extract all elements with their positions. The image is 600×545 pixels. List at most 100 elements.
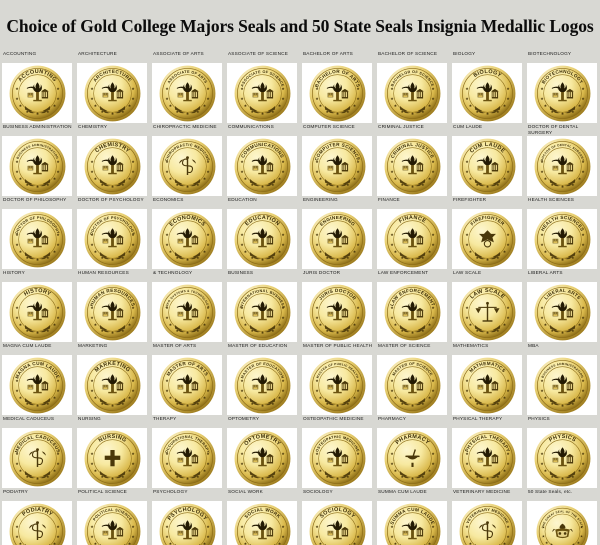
seal-tile[interactable]: SOCIOLOGY ★★★★★★★★★ bbox=[302, 501, 372, 545]
seal-tile[interactable]: HEALTH SCIENCES ★ ★ ★ ★ ★ ★ ★ ★ ★ bbox=[527, 209, 597, 270]
seal-tile[interactable]: MARKETING ★ ★ ★ ★ ★ ★ ★ ★ ★ bbox=[77, 355, 147, 416]
seal-tile[interactable]: BIOTECHNOLOGY ★ ★ ★ ★ ★ ★ ★ ★ ★ bbox=[527, 63, 597, 124]
seal-tile[interactable]: ENGINEERING ★ ★ ★ ★ ★ ★ ★ ★ ★ bbox=[302, 209, 372, 270]
seal-tile[interactable]: EDUCATION ★ ★ ★ ★ ★ ★ ★ ★ ★ bbox=[227, 209, 297, 270]
seal-cell[interactable]: MATHEMATICS MATHEMATICS ★ ★ ★ ★ ★ ★ ★ ★ ★ bbox=[450, 343, 525, 416]
seal-cell[interactable]: ACCOUNTING ACCOUNTING ★ ★ ★ ★ ★ ★ ★ ★ ★ bbox=[0, 51, 75, 124]
seal-tile[interactable]: OCCUPATIONAL THERAPY ★ ★ ★ ★ ★ ★ ★ ★ ★ bbox=[152, 428, 222, 489]
seal-cell[interactable]: DOCTOR OF DENTAL SURGERY DOCTOR OF DENTA… bbox=[525, 124, 600, 197]
seal-tile[interactable]: ASSOCIATE OF ARTS ★ ★ ★ ★ ★ ★ ★ ★ ★ bbox=[152, 63, 222, 124]
seal-tile[interactable]: CRIMINAL JUSTICE ★ ★ ★ ★ ★ ★ ★ ★ ★ bbox=[377, 136, 447, 197]
seal-cell[interactable]: BIOTECHNOLOGY BIOTECHNOLOGY ★ ★ ★ ★ ★ ★ ★ ★ ★ bbox=[525, 51, 600, 124]
seal-tile[interactable]: MASTER OF SCIENCE ★ ★ ★ ★ ★ ★ ★ ★ ★ bbox=[377, 355, 447, 416]
seal-cell[interactable]: BUSINESS INTERNATIONAL BUSINESS ★ ★ ★ ★ ★ ★ ★ ★… bbox=[225, 270, 300, 343]
seal-tile[interactable]: MASTER OF EDUCATION ★ ★ ★ ★ ★ ★ ★ ★ ★ bbox=[227, 355, 297, 416]
seal-tile[interactable]: DOCTOR OF PSYCHOLOGY ★ ★ ★ ★ ★ ★ ★ ★ ★ bbox=[77, 209, 147, 270]
seal-tile[interactable]: BUSINESS ADMINISTRATION ★ ★ ★ ★ ★ ★ ★ ★ ★ bbox=[527, 355, 597, 416]
seal-tile[interactable]: HISTORY ★ ★ ★ ★ ★ ★ ★ ★ ★ bbox=[2, 282, 72, 343]
seal-tile[interactable]: OSTEOPATHIC MEDICINE ★ ★ ★ ★ ★ ★ ★ ★ ★ bbox=[302, 428, 372, 489]
seal-cell[interactable]: SOCIAL WORK SOCIAL WORK ★★★★★★★★★ bbox=[225, 489, 300, 545]
seal-tile[interactable]: SUMMA CUM LAUDE ★★★★★★★★★ bbox=[377, 501, 447, 545]
seal-cell[interactable]: ENGINEERING ENGINEERING ★ ★ ★ ★ ★ ★ ★ ★ ★ bbox=[300, 197, 375, 270]
seal-tile[interactable]: MEDICAL CADUCEUS ★ ★ ★ ★ ★ ★ ★ ★ ★ bbox=[2, 428, 72, 489]
seal-cell[interactable]: OPTOMETRY OPTOMETRY ★ ★ ★ ★ ★ ★ ★ ★ ★ bbox=[225, 416, 300, 489]
seal-cell[interactable]: SUMMA CUM LAUDE SUMMA CUM LAUDE ★★★★★★★★… bbox=[375, 489, 450, 545]
seal-cell[interactable]: DOCTOR OF PHILOSOPHY DOCTOR OF PHILOSOPH… bbox=[0, 197, 75, 270]
seal-tile[interactable]: LAW ENFORCEMENT ★ ★ ★ ★ ★ ★ ★ ★ ★ bbox=[377, 282, 447, 343]
seal-cell[interactable]: HISTORY HISTORY ★ ★ ★ ★ ★ ★ ★ ★ ★ bbox=[0, 270, 75, 343]
seal-cell[interactable]: CHEMISTRY CHEMISTRY ★ ★ ★ ★ ★ ★ ★ ★ ★ bbox=[75, 124, 150, 197]
seal-cell[interactable]: FIREFIGHTER FIREFIGHTER ★ ★ ★ ★ ★ ★ ★ ★ ★ bbox=[450, 197, 525, 270]
seal-tile[interactable]: ECONOMICS ★ ★ ★ ★ ★ ★ ★ ★ ★ bbox=[152, 209, 222, 270]
seal-tile[interactable]: HUMAN RESOURCES ★ ★ ★ ★ ★ ★ ★ ★ ★ bbox=[77, 282, 147, 343]
seal-cell[interactable]: MEDICAL CADUCEUS MEDICAL CADUCEUS ★ ★ ★ ★ ★ ★… bbox=[0, 416, 75, 489]
seal-cell[interactable]: HEALTH SCIENCES HEALTH SCIENCES ★ ★ ★ ★ ★ ★ ★ ★… bbox=[525, 197, 600, 270]
seal-cell[interactable]: ARCHITECTURE ARCHITECTURE ★ ★ ★ ★ ★ ★ ★ ★ ★ bbox=[75, 51, 150, 124]
seal-tile[interactable]: INTERNATIONAL BUSINESS ★ ★ ★ ★ ★ ★ ★ ★ ★ bbox=[227, 282, 297, 343]
seal-cell[interactable]: BIOLOGY BIOLOGY ★ ★ ★ ★ ★ ★ ★ ★ ★ bbox=[450, 51, 525, 124]
seal-tile[interactable]: MAGNA CUM LAUDE ★ ★ ★ ★ ★ ★ ★ ★ ★ bbox=[2, 355, 72, 416]
seal-tile[interactable]: LIBERAL ARTS ★ ★ ★ ★ ★ ★ ★ ★ ★ bbox=[527, 282, 597, 343]
seal-cell[interactable]: BACHELOR OF ARTS BACHELOR OF ARTS ★ ★ ★ ★ ★ ★… bbox=[300, 51, 375, 124]
seal-cell[interactable]: FINANCE FINANCE ★ ★ ★ ★ ★ ★ ★ ★ ★ bbox=[375, 197, 450, 270]
seal-tile[interactable]: ARCHITECTURE ★ ★ ★ ★ ★ ★ ★ ★ ★ bbox=[77, 63, 147, 124]
seal-tile[interactable]: COMPUTER SCIENCE ★ ★ ★ ★ ★ ★ ★ ★ ★ bbox=[302, 136, 372, 197]
seal-cell[interactable]: PHYSICAL THERAPY PHYSICAL THERAPY ★ ★ ★ ★ ★ ★… bbox=[450, 416, 525, 489]
seal-cell[interactable]: MASTER OF EDUCATION MASTER OF EDUCATION … bbox=[225, 343, 300, 416]
seal-tile[interactable]: PHYSICS ★ ★ ★ ★ ★ ★ ★ ★ ★ bbox=[527, 428, 597, 489]
seal-tile[interactable]: CHEMISTRY ★ ★ ★ ★ ★ ★ ★ ★ ★ bbox=[77, 136, 147, 197]
seal-tile[interactable]: PSYCHOLOGY ★★★★★★★★★ bbox=[152, 501, 222, 545]
seal-tile[interactable]: CUM LAUDE ★ ★ ★ ★ ★ ★ ★ ★ ★ bbox=[452, 136, 522, 197]
seal-tile[interactable]: FIREFIGHTER ★ ★ ★ ★ ★ ★ ★ ★ ★ bbox=[452, 209, 522, 270]
seal-cell[interactable]: CRIMINAL JUSTICE CRIMINAL JUSTICE ★ ★ ★ ★ ★ ★… bbox=[375, 124, 450, 197]
seal-tile[interactable]: NURSING ★ ★ ★ ★ ★ ★ ★ ★ ★ bbox=[77, 428, 147, 489]
seal-tile[interactable]: PHARMACY ★ ★ ★ ★ ★ ★ ★ ★ ★ bbox=[377, 428, 447, 489]
seal-cell[interactable]: BUSINESS ADMINISTRATION BUSINESS ADMINIS… bbox=[0, 124, 75, 197]
seal-tile[interactable]: THE GREAT SEAL OF THE STATE ★★★★★★★★★ bbox=[527, 501, 597, 545]
seal-tile[interactable]: BIOLOGY ★ ★ ★ ★ ★ ★ ★ ★ ★ bbox=[452, 63, 522, 124]
seal-tile[interactable]: MASTER OF PUBLIC HEALTH ★ ★ ★ ★ ★ ★ ★ ★ ★ bbox=[302, 355, 372, 416]
seal-cell[interactable]: COMPUTER SCIENCE COMPUTER SCIENCE ★ ★ ★ ★ ★ ★… bbox=[300, 124, 375, 197]
seal-cell[interactable]: PHARMACY PHARMACY ★ ★ ★ ★ ★ ★ ★ ★ ★ bbox=[375, 416, 450, 489]
seal-cell[interactable]: THERAPY OCCUPATIONAL THERAPY ★ ★ ★ ★ ★ ★ ★ ★ ★ bbox=[150, 416, 225, 489]
seal-tile[interactable]: PODIATRY ★★★★★★★★★ bbox=[2, 501, 72, 545]
seal-cell[interactable]: MBA BUSINESS ADMINISTRATION ★ ★ ★ ★ ★ ★ ★ ★ ★ bbox=[525, 343, 600, 416]
seal-tile[interactable]: BUSINESS ADMINISTRATION ★ ★ ★ ★ ★ ★ ★ ★ ★ bbox=[2, 136, 72, 197]
seal-cell[interactable]: MAGNA CUM LAUDE MAGNA CUM LAUDE ★ ★ ★ ★ ★ ★ ★ ★… bbox=[0, 343, 75, 416]
seal-cell[interactable]: PODIATRY PODIATRY ★★★★★★★★★ bbox=[0, 489, 75, 545]
seal-cell[interactable]: EDUCATION EDUCATION ★ ★ ★ ★ ★ ★ ★ ★ ★ bbox=[225, 197, 300, 270]
seal-cell[interactable]: ASSOCIATE OF SCIENCE ASSOCIATE OF SCIENC… bbox=[225, 51, 300, 124]
seal-cell[interactable]: & TECHNOLOGY INFO SYSTEMS & TECHNOLOGY ★… bbox=[150, 270, 225, 343]
seal-cell[interactable]: MASTER OF PUBLIC HEALTH MASTER OF PUBLIC… bbox=[300, 343, 375, 416]
seal-tile[interactable]: VETERINARY MEDICINE ★★★★★★★★★ bbox=[452, 501, 522, 545]
seal-tile[interactable]: CHIROPRACTIC MEDICINE ★ ★ ★ ★ ★ ★ ★ ★ ★ bbox=[152, 136, 222, 197]
seal-tile[interactable]: ACCOUNTING ★ ★ ★ ★ ★ ★ ★ ★ ★ bbox=[2, 63, 72, 124]
seal-cell[interactable]: MASTER OF ARTS MASTER OF ARTS ★ ★ ★ ★ ★ ★ ★ ★ ★ bbox=[150, 343, 225, 416]
seal-cell[interactable]: PSYCHOLOGY PSYCHOLOGY ★★★★★★★★★ bbox=[150, 489, 225, 545]
seal-tile[interactable]: SOCIAL WORK ★★★★★★★★★ bbox=[227, 501, 297, 545]
seal-cell[interactable]: VETERINARY MEDICINE VETERINARY MEDICINE … bbox=[450, 489, 525, 545]
seal-tile[interactable]: INFO SYSTEMS & TECHNOLOGY ★ ★ ★ ★ ★ ★ ★ ★ ★ bbox=[152, 282, 222, 343]
seal-cell[interactable]: MARKETING MARKETING ★ ★ ★ ★ ★ ★ ★ ★ ★ bbox=[75, 343, 150, 416]
seal-cell[interactable]: ECONOMICS ECONOMICS ★ ★ ★ ★ ★ ★ ★ ★ ★ bbox=[150, 197, 225, 270]
seal-cell[interactable]: MASTER OF SCIENCE MASTER OF SCIENCE ★ ★ ★ ★… bbox=[375, 343, 450, 416]
seal-cell[interactable]: PHYSICS PHYSICS ★ ★ ★ ★ ★ ★ ★ ★ ★ bbox=[525, 416, 600, 489]
seal-tile[interactable]: MASTER OF ARTS ★ ★ ★ ★ ★ ★ ★ ★ ★ bbox=[152, 355, 222, 416]
seal-cell[interactable]: DOCTOR OF PSYCHOLOGY DOCTOR OF PSYCHOLOG… bbox=[75, 197, 150, 270]
seal-cell[interactable]: 50 State Seals, etc. THE GREAT SEAL OF T… bbox=[525, 489, 600, 545]
seal-cell[interactable]: ASSOCIATE OF ARTS ASSOCIATE OF ARTS ★ ★ ★ ★… bbox=[150, 51, 225, 124]
seal-tile[interactable]: MATHEMATICS ★ ★ ★ ★ ★ ★ ★ ★ ★ bbox=[452, 355, 522, 416]
seal-cell[interactable]: CHIROPRACTIC MEDICINE CHIROPRACTIC MEDIC… bbox=[150, 124, 225, 197]
seal-cell[interactable]: LAW SCALE LAW SCALE ★ ★ ★ ★ ★ ★ ★ ★ ★ bbox=[450, 270, 525, 343]
seal-tile[interactable]: ASSOCIATE OF SCIENCE ★ ★ ★ ★ ★ ★ ★ ★ ★ bbox=[227, 63, 297, 124]
seal-tile[interactable]: BACHELOR OF SCIENCE ★ ★ ★ ★ ★ ★ ★ ★ ★ bbox=[377, 63, 447, 124]
seal-cell[interactable]: BACHELOR OF SCIENCE BACHELOR OF SCIENCE … bbox=[375, 51, 450, 124]
seal-tile[interactable]: PHYSICAL THERAPY ★ ★ ★ ★ ★ ★ ★ ★ ★ bbox=[452, 428, 522, 489]
seal-tile[interactable]: COMMUNICATIONS ★ ★ ★ ★ ★ ★ ★ ★ ★ bbox=[227, 136, 297, 197]
seal-tile[interactable]: LAW SCALE ★ ★ ★ ★ ★ ★ ★ ★ ★ bbox=[452, 282, 522, 343]
seal-cell[interactable]: CUM LAUDE CUM LAUDE ★ ★ ★ ★ ★ ★ ★ ★ ★ bbox=[450, 124, 525, 197]
seal-tile[interactable]: JURIS DOCTOR ★ ★ ★ ★ ★ ★ ★ ★ ★ bbox=[302, 282, 372, 343]
seal-cell[interactable]: POLITICAL SCIENCE POLITICAL SCIENCE ★ ★ ★ ★… bbox=[75, 489, 150, 545]
seal-cell[interactable]: NURSING NURSING ★ ★ ★ ★ ★ ★ ★ ★ ★ bbox=[75, 416, 150, 489]
seal-cell[interactable]: LAW ENFORCEMENT LAW ENFORCEMENT ★ ★ ★ ★ ★ ★ ★ ★… bbox=[375, 270, 450, 343]
